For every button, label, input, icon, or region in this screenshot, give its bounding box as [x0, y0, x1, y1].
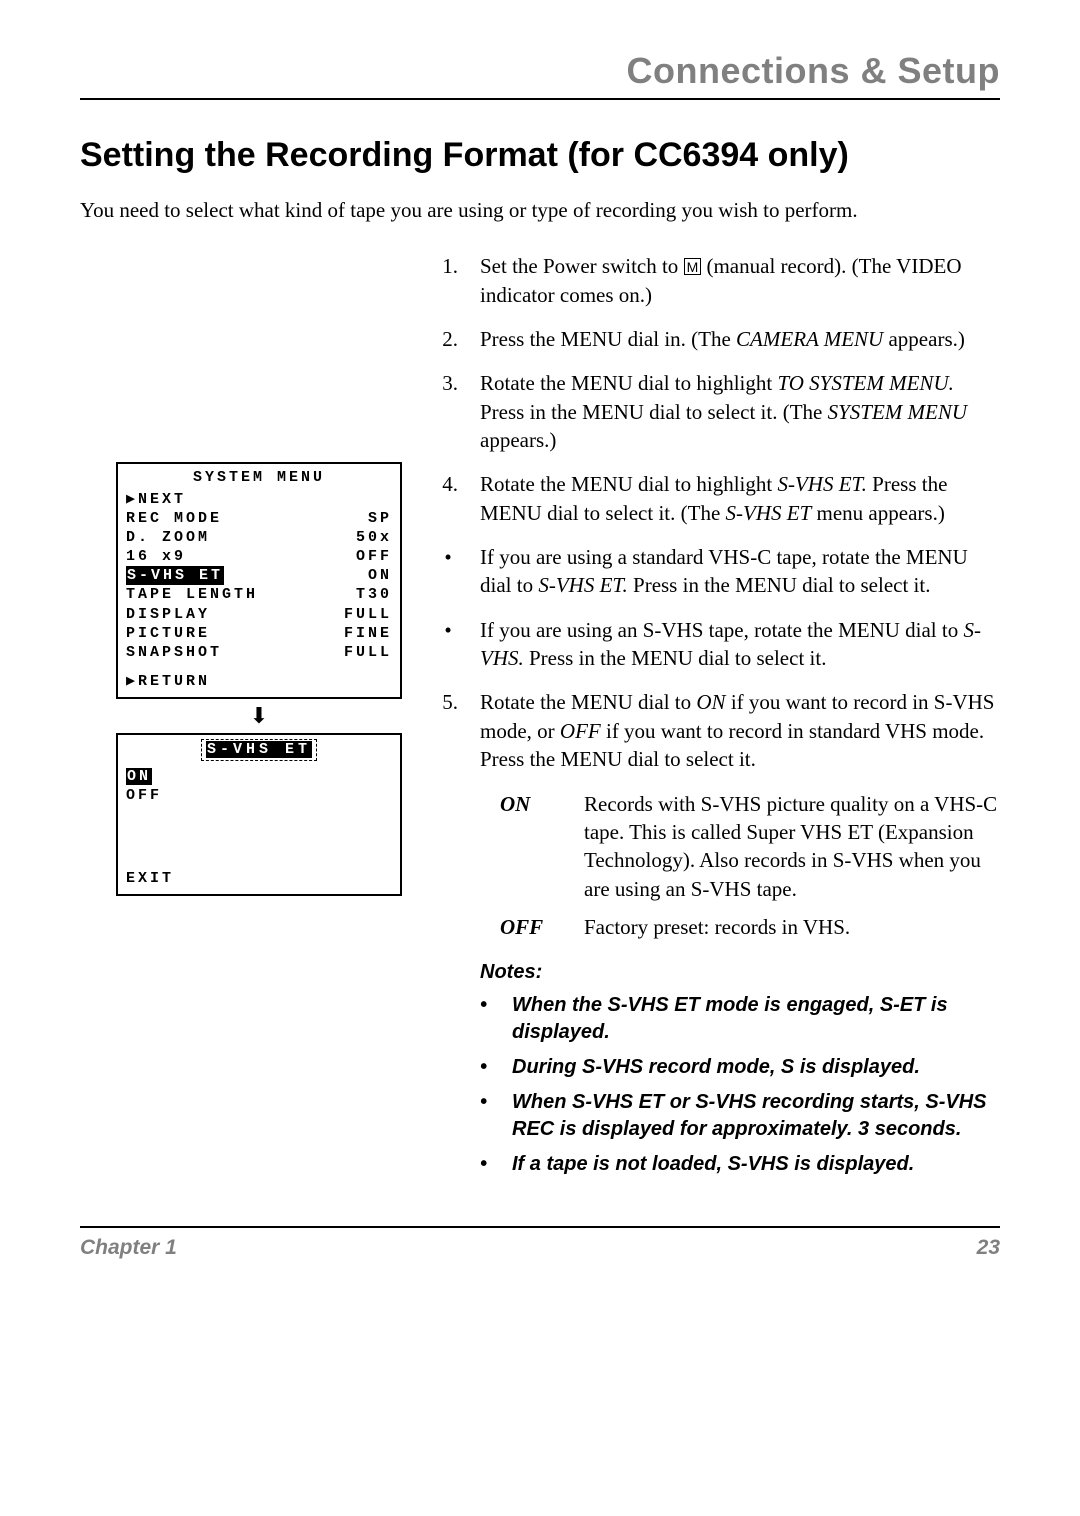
- step-5: 5. Rotate the MENU dial to ON if you wan…: [438, 688, 1000, 773]
- menu-item-value: SP: [368, 509, 392, 528]
- menu-item-label: D. ZOOM: [126, 528, 210, 547]
- bullet-svhs: • If you are using an S-VHS tape, rotate…: [438, 616, 1000, 673]
- bullet-vhsc: • If you are using a standard VHS-C tape…: [438, 543, 1000, 600]
- intro-paragraph: You need to select what kind of tape you…: [80, 196, 1000, 224]
- menu-item-label: PICTURE: [126, 624, 210, 643]
- menu-item-value: OFF: [356, 547, 392, 566]
- footer-page: 23: [977, 1236, 1000, 1260]
- step-2: 2. Press the MENU dial in. (The CAMERA M…: [438, 325, 1000, 353]
- instructions-column: 1. Set the Power switch to M (manual rec…: [438, 252, 1000, 1186]
- notes-block: Notes: •When the S-VHS ET mode is engage…: [480, 959, 1000, 1178]
- system-menu-box: SYSTEM MENU ▶NEXT REC MODESP D. ZOOM50x …: [116, 462, 402, 699]
- submenu-option-off: OFF: [126, 787, 162, 804]
- arrow-down-icon: ⬇: [116, 705, 402, 727]
- menu-item-value: T30: [356, 585, 392, 604]
- header-rule: [80, 98, 1000, 100]
- menu-item-value: FINE: [344, 624, 392, 643]
- menu-item-value: 50x: [356, 528, 392, 547]
- notes-title: Notes:: [480, 959, 1000, 986]
- def-on-term: ON: [500, 790, 556, 903]
- submenu-title: S-VHS ET: [201, 739, 317, 760]
- menu-item-label: 16 x9: [126, 547, 186, 566]
- def-off-desc: Factory preset: records in VHS.: [584, 913, 850, 941]
- manual-mode-icon: M: [684, 258, 702, 275]
- svhs-submenu-box: S-VHS ET ON OFF EXIT: [116, 733, 402, 895]
- running-header: Connections & Setup: [80, 50, 1000, 92]
- menu-item-label: TAPE LENGTH: [126, 585, 258, 604]
- note-item: •When S-VHS ET or S-VHS recording starts…: [480, 1089, 1000, 1143]
- menu-item-label: REC MODE: [126, 509, 222, 528]
- section-title: Setting the Recording Format (for CC6394…: [80, 136, 1000, 175]
- note-item: •If a tape is not loaded, S-VHS is displ…: [480, 1151, 1000, 1178]
- menu-item-value: FULL: [344, 643, 392, 662]
- step-4: 4. Rotate the MENU dial to highlight S-V…: [438, 470, 1000, 527]
- footer-rule: [80, 1226, 1000, 1228]
- menu-item-label-highlighted: S-VHS ET: [126, 566, 224, 585]
- menu-item-label: SNAPSHOT: [126, 643, 222, 662]
- def-on-desc: Records with S-VHS picture quality on a …: [584, 790, 1000, 903]
- system-menu-title: SYSTEM MENU: [126, 468, 392, 487]
- submenu-option-on: ON: [126, 768, 152, 785]
- menu-next: ▶NEXT: [126, 490, 186, 509]
- note-item: •During S-VHS record mode, S is displaye…: [480, 1054, 1000, 1081]
- submenu-exit: EXIT: [126, 869, 392, 888]
- menu-item-label: DISPLAY: [126, 605, 210, 624]
- menu-item-value: FULL: [344, 605, 392, 624]
- menu-item-value: ON: [368, 566, 392, 585]
- def-off-term: OFF: [500, 913, 556, 941]
- on-off-definitions: ON Records with S-VHS picture quality on…: [500, 790, 1000, 942]
- footer-chapter: Chapter 1: [80, 1236, 177, 1260]
- step-3: 3. Rotate the MENU dial to highlight TO …: [438, 369, 1000, 454]
- note-item: •When the S-VHS ET mode is engaged, S-ET…: [480, 992, 1000, 1046]
- menu-return: ▶RETURN: [126, 672, 210, 691]
- menu-illustration-column: SYSTEM MENU ▶NEXT REC MODESP D. ZOOM50x …: [80, 252, 402, 901]
- step-1: 1. Set the Power switch to M (manual rec…: [438, 252, 1000, 309]
